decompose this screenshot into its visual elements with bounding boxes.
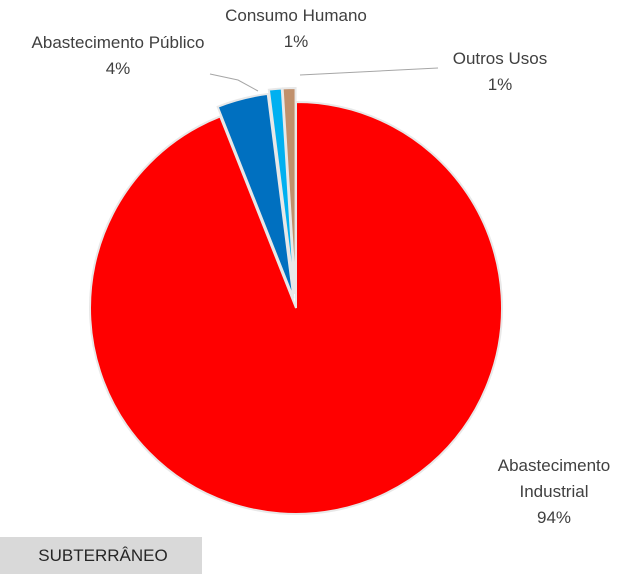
panel-tag: SUBTERRÂNEO xyxy=(0,537,202,574)
pie-slice xyxy=(281,87,297,295)
slice-data-label: Consumo Humano 1% xyxy=(225,6,367,51)
slice-data-label: Abastecimento Público 4% xyxy=(32,33,205,78)
pie-chart: Abastecimento Industrial 94% Abastecimento … xyxy=(32,6,611,527)
leader-line xyxy=(299,67,439,76)
leader-line xyxy=(209,73,259,92)
pie-slice xyxy=(89,100,503,515)
slice-data-label: Outros Usos 1% xyxy=(453,49,547,94)
slice-data-label: Abastecimento Industrial 94% xyxy=(498,456,610,527)
pie-slice xyxy=(216,92,295,299)
